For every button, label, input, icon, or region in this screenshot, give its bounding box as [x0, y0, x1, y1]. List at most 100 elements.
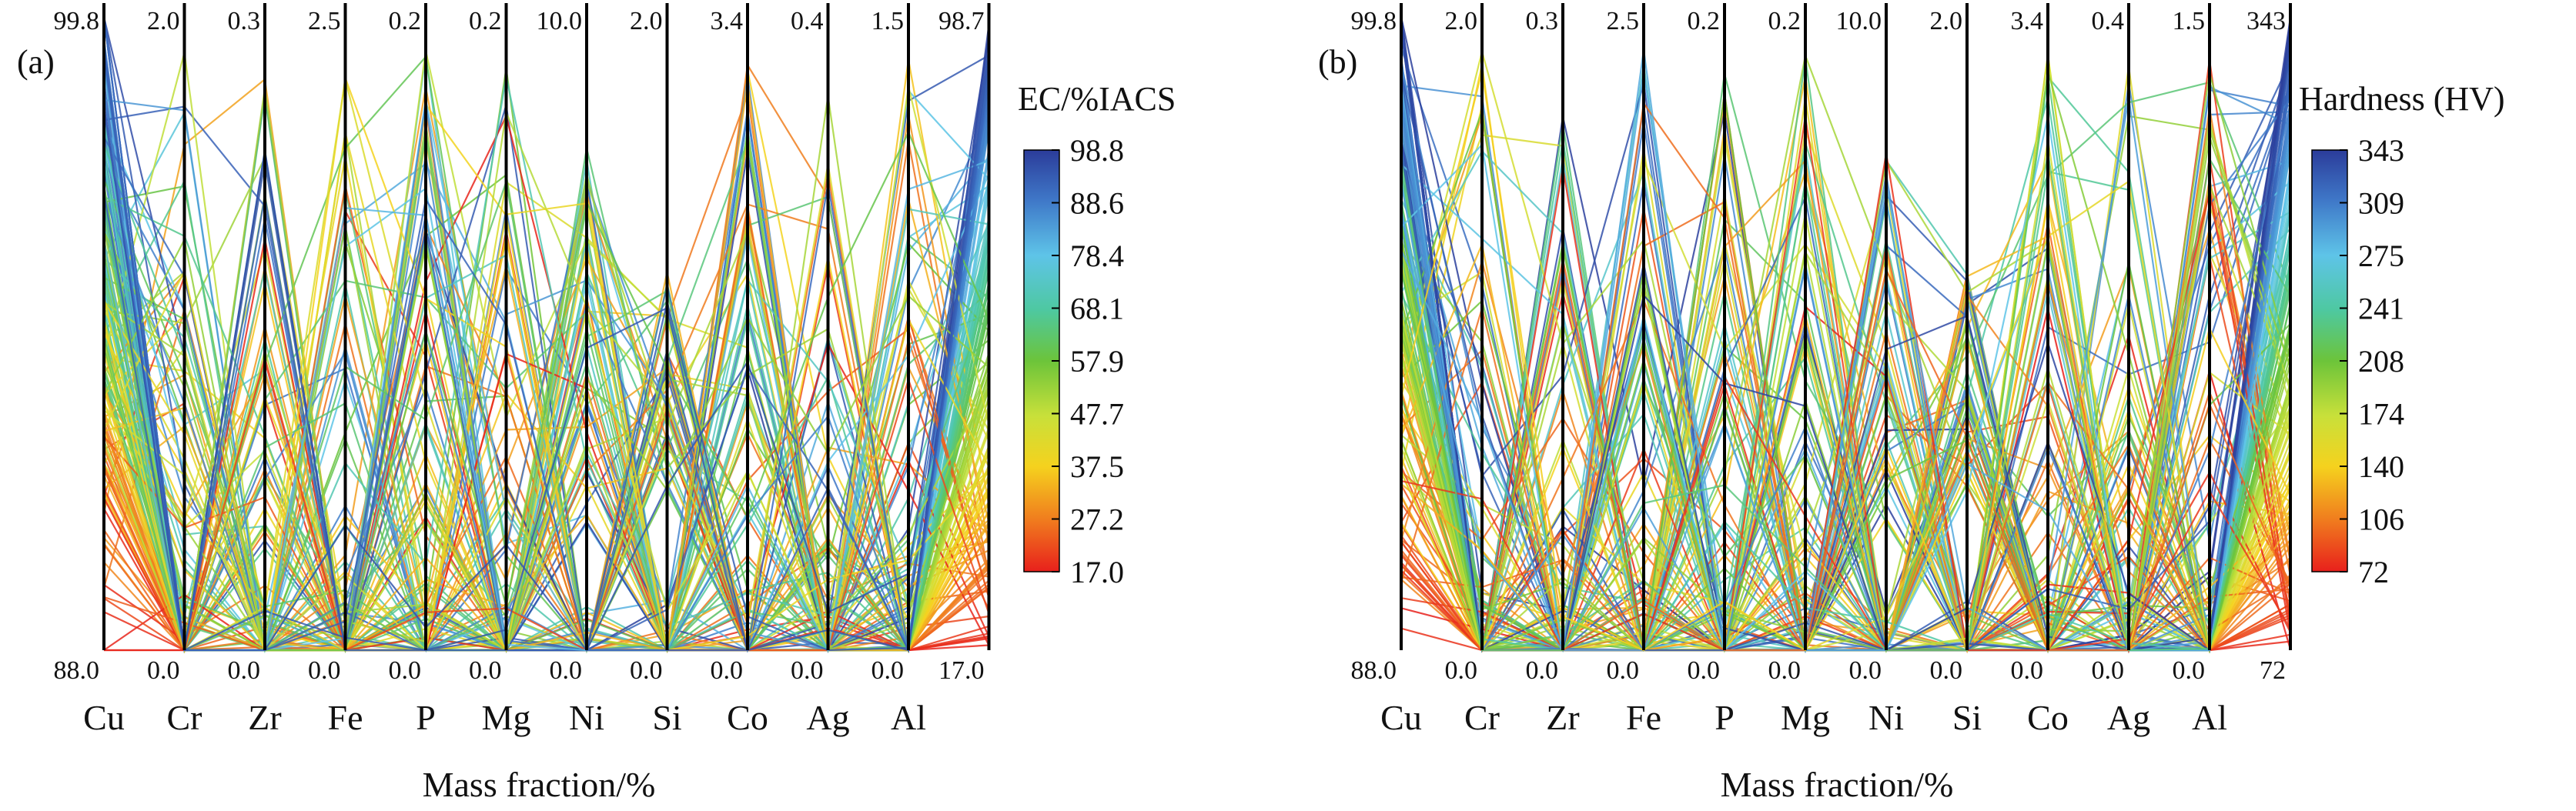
panel-a-axes [102, 3, 991, 650]
colorbar-tick-label: 140 [2358, 449, 2404, 484]
panel-b-colorbar: Hardness (HV) 343 309 275 241 208 174 140 106 72 [2299, 80, 2505, 589]
colorbar-tick-label: 68.1 [1070, 292, 1124, 326]
data-polyline [103, 246, 990, 653]
axis-max-label: 99.8 [1351, 7, 1397, 35]
data-polyline [1400, 446, 2291, 652]
axis-min-label: 0.0 [1930, 656, 1963, 685]
panel-a-label: (a) [17, 43, 55, 81]
data-polyline [103, 164, 990, 654]
data-polyline [102, 16, 990, 652]
axis-max-label: 2.0 [1445, 7, 1478, 35]
axis-name: Co [727, 698, 768, 737]
data-polyline [1400, 182, 2292, 652]
data-polyline [1400, 375, 2291, 652]
axis-max-label: 0.4 [2092, 7, 2125, 35]
axis-min-label: 0.0 [791, 656, 824, 685]
axis-max-label: 0.2 [1688, 7, 1721, 35]
axis-name: Cr [167, 698, 202, 737]
data-polyline [102, 51, 990, 652]
colorbar-tick-label: 78.4 [1070, 239, 1124, 273]
axis-name: Ag [2107, 698, 2150, 737]
panel-a-colorbar: EC/%IACS 98.8 88.6 78.4 68.1 57.9 47.7 37.5 27.… [1018, 80, 1176, 589]
axis-min-label: 0.0 [389, 656, 422, 685]
axis-max-label: 2.5 [1607, 7, 1640, 35]
colorbar-tick-label: 208 [2358, 344, 2404, 379]
data-polyline [103, 466, 990, 652]
axis-min-label: 0.0 [1607, 656, 1640, 685]
axis-name: Al [2192, 698, 2227, 737]
axis-max-label: 1.5 [871, 7, 905, 35]
panel-b-xlabel: Mass fraction/% [1721, 765, 1954, 804]
data-polyline [1400, 152, 2292, 652]
data-polyline [103, 237, 990, 652]
axis-max-label: 0.3 [1526, 7, 1559, 35]
axis-max-label: 2.0 [1930, 7, 1963, 35]
data-polyline [1400, 70, 2291, 653]
colorbar-tick-label: 343 [2358, 133, 2404, 168]
colorbar-b-title: Hardness (HV) [2299, 80, 2505, 118]
axis-name: P [1715, 698, 1735, 737]
data-polyline [102, 88, 990, 653]
axis-max-label: 0.3 [228, 7, 261, 35]
axis-name: Ag [806, 698, 849, 737]
panel-b-axis-min-labels: 88.0 0.0 0.0 0.0 0.0 0.0 0.0 0.0 0.0 0.0 0.0 72 [1351, 656, 2287, 685]
axis-max-label: 0.2 [1768, 7, 1802, 35]
axis-min-label: 72 [2260, 656, 2286, 685]
colorbar-tick-label: 275 [2358, 239, 2404, 273]
axis-min-label: 0.0 [1688, 656, 1721, 685]
axis-max-label: 1.5 [2173, 7, 2206, 35]
axis-max-label: 2.0 [147, 7, 180, 35]
axis-name: Zr [1546, 698, 1579, 737]
panel-b-axis-max-labels: 99.8 2.0 0.3 2.5 0.2 0.2 10.0 2.0 3.4 0.4 1.5 343 [1351, 7, 2287, 35]
colorbar-tick-label: 241 [2358, 292, 2404, 326]
colorbar-tick-label: 27.2 [1070, 502, 1124, 537]
axis-min-label: 0.0 [550, 656, 583, 685]
colorbar-tick-label: 88.6 [1070, 186, 1124, 221]
data-polyline [103, 95, 990, 652]
axis-min-label: 0.0 [711, 656, 744, 685]
axis-min-label: 0.0 [2011, 656, 2044, 685]
panel-b-polylines [1400, 16, 2292, 654]
axis-max-label: 2.0 [630, 7, 663, 35]
axis-name: Ni [1868, 698, 1904, 737]
axis-name: Al [891, 698, 926, 737]
axis-name: Mg [482, 698, 531, 737]
data-polyline [102, 55, 990, 652]
axis-max-label: 2.5 [308, 7, 341, 35]
axis-min-label: 0.0 [469, 656, 502, 685]
axis-max-label: 343 [2246, 7, 2286, 35]
axis-min-label: 17.0 [938, 656, 985, 685]
data-polyline [1400, 235, 2291, 652]
axis-name: Fe [328, 698, 363, 737]
axis-name: Co [2027, 698, 2069, 737]
axis-max-label: 0.2 [469, 7, 502, 35]
axis-min-label: 0.0 [871, 656, 905, 685]
colorbar-tick-label: 72 [2358, 555, 2389, 589]
axis-name: Si [1952, 698, 1982, 737]
colorbar-tick-label: 17.0 [1070, 555, 1124, 589]
panel-a-xlabel: Mass fraction/% [423, 765, 656, 804]
axis-min-label: 0.0 [1445, 656, 1478, 685]
colorbar-tick-label: 57.9 [1070, 344, 1124, 379]
panel-a-axis-names: Cu Cr Zr Fe P Mg Ni Si Co Ag Al [83, 698, 926, 737]
axis-name: Cu [1380, 698, 1422, 737]
axis-max-label: 0.2 [389, 7, 422, 35]
axis-min-label: 0.0 [1768, 656, 1802, 685]
panel-a-axis-min-labels: 88.0 0.0 0.0 0.0 0.0 0.0 0.0 0.0 0.0 0.0 0.0 17.0 [54, 656, 985, 685]
panel-b: 99.8 2.0 0.3 2.5 0.2 0.2 10.0 2.0 3.4 0.4 1.5 343 8… [1318, 3, 2505, 804]
panel-a-axis-max-labels: 99.8 2.0 0.3 2.5 0.2 0.2 10.0 2.0 3.4 0.4 1.5 98.7 [54, 7, 985, 35]
axis-max-label: 98.7 [938, 7, 985, 35]
data-polyline [103, 86, 990, 653]
colorbar-tick-label: 174 [2358, 397, 2404, 432]
axis-min-label: 88.0 [1351, 656, 1397, 685]
axis-max-label: 0.4 [791, 7, 824, 35]
colorbar-a-title: EC/%IACS [1018, 80, 1176, 118]
axis-max-label: 3.4 [711, 7, 744, 35]
axis-min-label: 0.0 [1526, 656, 1559, 685]
axis-min-label: 0.0 [147, 656, 180, 685]
axis-name: P [416, 698, 436, 737]
colorbar-tick-label: 98.8 [1070, 133, 1124, 168]
axis-max-label: 3.4 [2011, 7, 2044, 35]
data-polyline [103, 113, 990, 652]
